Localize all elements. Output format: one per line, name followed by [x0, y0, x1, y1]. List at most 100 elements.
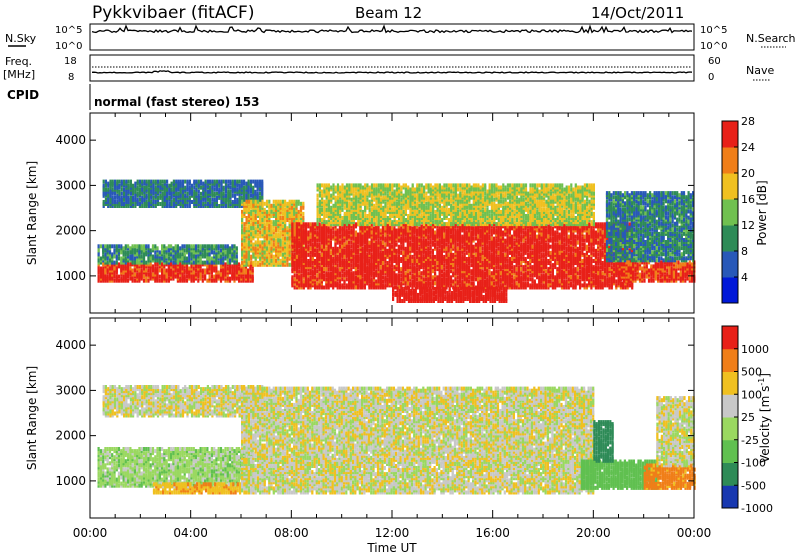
echo-cell — [449, 248, 453, 253]
echo-cell — [201, 252, 204, 257]
echo-cell — [415, 250, 419, 255]
echo-cell — [156, 254, 159, 259]
echo-cell — [141, 204, 144, 208]
echo-cell — [138, 179, 141, 184]
echo-cell — [286, 226, 289, 231]
echo-cell — [127, 266, 130, 271]
echo-cell — [320, 261, 323, 265]
echo-cell — [495, 265, 498, 270]
echo-cell — [384, 242, 387, 247]
echo-cell — [215, 191, 218, 196]
echo-cell — [197, 254, 200, 259]
echo-cell — [185, 256, 189, 261]
echo-cell — [231, 183, 234, 188]
echo-cell — [193, 195, 196, 200]
echo-cell — [445, 265, 448, 270]
echo-cell — [233, 248, 236, 253]
echo-cell — [272, 228, 275, 233]
echo-cell — [181, 248, 184, 253]
power-echoes — [97, 179, 696, 303]
echo-cell — [288, 220, 291, 225]
echo-cell — [163, 248, 166, 253]
echo-cell — [311, 242, 314, 247]
echo-cell — [251, 274, 254, 279]
echo-cell — [341, 226, 344, 231]
echo-cell — [106, 248, 109, 253]
echo-cell — [111, 272, 114, 277]
echo-cell — [228, 258, 232, 263]
echo-cell — [145, 268, 148, 273]
echo-cell — [235, 246, 238, 251]
echo-cell — [154, 250, 157, 255]
echo-cell — [140, 244, 143, 249]
echo-cell — [167, 278, 170, 283]
echo-cell — [241, 199, 244, 204]
echo-cell — [97, 274, 100, 279]
echo-cell — [158, 254, 161, 259]
echo-cell — [357, 254, 360, 259]
echo-cell — [156, 272, 159, 277]
echo-cell — [298, 232, 301, 237]
echo-cell — [117, 278, 121, 283]
echo-cell — [183, 244, 186, 249]
echo-cell — [215, 179, 218, 184]
echo-cell — [404, 271, 407, 276]
echo-cell — [222, 185, 225, 190]
echo-cell — [208, 260, 211, 265]
echo-cell — [224, 266, 227, 271]
echo-cell — [256, 232, 260, 237]
echo-cell — [215, 200, 218, 204]
echo-cell — [154, 244, 157, 249]
echo-cell — [252, 179, 255, 184]
echo-cell — [220, 183, 223, 188]
echo-cell — [201, 248, 204, 253]
echo-cell — [434, 281, 437, 286]
echo-cell — [281, 252, 284, 257]
echo-cell — [307, 259, 310, 263]
echo-cell — [127, 278, 130, 283]
echo-cell — [143, 189, 146, 194]
echo-cell — [108, 272, 112, 277]
echo-cell — [140, 248, 143, 253]
echo-cell — [192, 278, 195, 283]
echo-cell — [236, 183, 239, 188]
echo-cell — [443, 267, 446, 272]
echo-cell — [226, 278, 229, 283]
echo-cell — [233, 272, 236, 277]
plot-title: Pykkvibaer (fitACF) — [92, 3, 254, 23]
echo-cell — [325, 246, 328, 251]
echo-cell — [307, 271, 310, 276]
echo-cell — [154, 262, 157, 267]
echo-cell — [204, 248, 207, 253]
echo-cell — [136, 260, 139, 265]
echo-cell — [270, 214, 273, 218]
echo-cell — [204, 254, 207, 259]
echo-cell — [254, 214, 257, 218]
echo-cell — [307, 230, 310, 235]
echo-cell — [332, 265, 335, 270]
echo-cell — [149, 272, 152, 277]
echo-cell — [411, 254, 414, 259]
echo-cell — [133, 278, 136, 283]
echo-cell — [138, 187, 141, 192]
echo-cell — [241, 246, 244, 251]
echo-cell — [400, 267, 403, 272]
echo-cell — [209, 189, 212, 194]
echo-cell — [200, 185, 203, 190]
echo-cell — [190, 254, 193, 259]
echo-cell — [422, 254, 425, 259]
echo-cell — [213, 183, 216, 188]
echo-cell — [247, 205, 250, 210]
echo-cell — [338, 271, 342, 276]
echo-cell — [141, 179, 144, 184]
echo-cell — [206, 202, 209, 206]
echo-cell — [181, 260, 184, 265]
echo-cell — [336, 254, 339, 259]
echo-cell — [293, 226, 296, 231]
echo-cell — [211, 179, 214, 184]
echo-cell — [431, 248, 434, 253]
echo-cell — [243, 238, 246, 243]
echo-cell — [252, 189, 255, 194]
echo-cell — [177, 179, 180, 184]
echo-cell — [154, 200, 157, 204]
